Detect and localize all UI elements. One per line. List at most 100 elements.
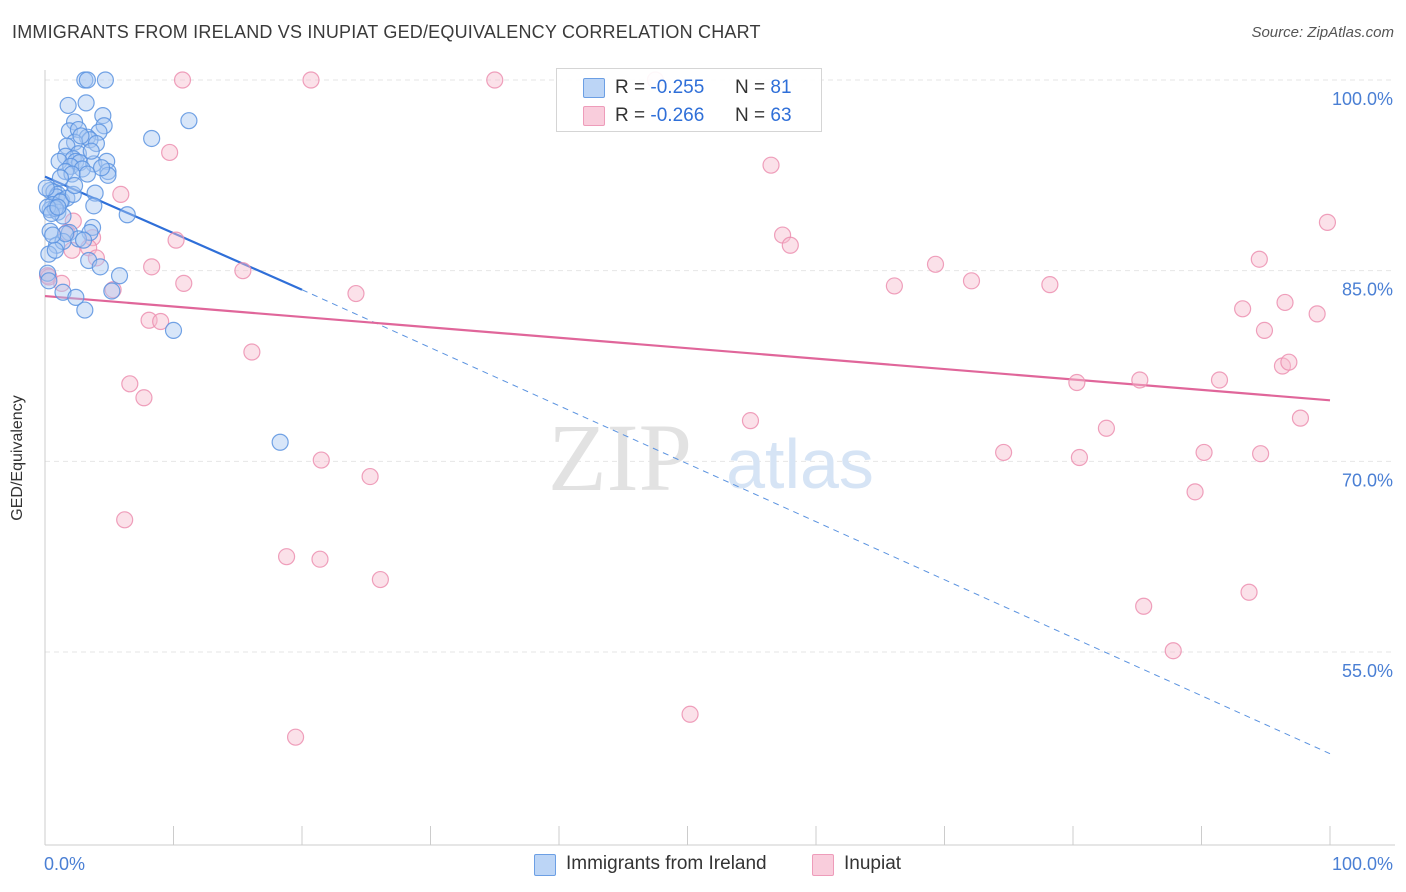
data-point-inupiat [167,231,185,249]
x-tick-label: 100.0% [1332,854,1393,874]
legend-r-label: R = [615,77,646,98]
data-point-inupiat [1234,300,1252,318]
data-point-ireland [78,71,97,89]
data-point-inupiat [234,262,252,280]
data-points [37,71,1337,746]
legend-swatch-ireland [583,78,605,98]
data-point-inupiat [1252,445,1270,463]
data-point-ireland [143,129,161,148]
data-point-inupiat [302,71,320,89]
data-point-inupiat [1308,305,1326,323]
legend-swatch-inupiat [583,106,605,126]
data-point-ireland [56,225,75,243]
data-point-ireland [103,282,121,300]
data-point-ireland [37,179,55,197]
legend-swatch-ireland [534,854,556,876]
data-point-ireland [77,94,95,112]
data-point-ireland [40,272,58,290]
data-point-inupiat [1131,371,1149,389]
data-point-inupiat [486,71,504,89]
data-point-inupiat [962,272,981,290]
data-point-ireland [78,128,97,146]
legend-swatch-inupiat [812,854,834,876]
legend-n-label: N = [735,105,766,126]
data-point-inupiat [1210,371,1229,389]
data-point-inupiat [161,143,179,162]
data-point-inupiat [277,548,296,566]
data-point-ireland [110,267,129,285]
data-point-ireland [86,184,104,202]
data-point-inupiat [135,389,153,407]
data-point-ireland [73,160,91,178]
data-point-inupiat [1240,583,1258,601]
data-point-inupiat [121,375,139,393]
x-tick-label: 0.0% [44,854,85,874]
watermark: ZIP atlas [548,404,874,511]
data-point-inupiat [741,412,760,430]
data-point-inupiat [681,705,699,723]
chart-title: IMMIGRANTS FROM IRELAND VS INUPIAT GED/E… [12,22,761,42]
legend-n-label: N = [735,77,766,98]
data-point-ireland [180,112,198,130]
trend-line-inupiat [44,294,1331,402]
data-point-inupiat [143,258,161,276]
data-point-inupiat [1068,373,1086,392]
y-tick-label: 100.0% [1332,89,1393,109]
data-point-ireland [82,142,100,160]
data-point-inupiat [116,511,134,529]
y-tick-label: 70.0% [1342,470,1393,490]
source-label: Source: ZipAtlas.com [1251,24,1394,41]
data-point-inupiat [243,343,261,361]
data-point-ireland [49,198,67,216]
data-point-inupiat [152,312,170,331]
data-point-inupiat [1280,353,1298,371]
y-tick-label: 55.0% [1342,661,1393,681]
data-point-inupiat [1291,409,1310,427]
data-point-ireland [67,288,85,306]
data-point-inupiat [286,728,305,746]
data-point-inupiat [312,451,330,469]
data-point-inupiat [1186,483,1204,501]
data-point-inupiat [995,443,1013,462]
correlation-legend: R = -0.255 N = 81 R = -0.266 N = 63 [556,68,822,132]
data-point-inupiat [1195,443,1213,462]
data-point-inupiat [53,274,71,292]
data-point-ireland [85,197,103,215]
y-tick-label: 85.0% [1342,280,1393,300]
data-point-ireland [42,204,61,223]
data-point-ireland [72,127,90,145]
trend-line-ireland-extension [301,289,1331,755]
data-point-inupiat [885,277,903,295]
data-point-inupiat [1135,597,1153,615]
legend-r-value: -0.266 [650,105,705,126]
data-point-inupiat [1255,321,1274,340]
data-point-ireland [96,71,114,89]
data-point-ireland [118,206,136,224]
data-point-ireland [74,231,93,249]
data-point-ireland [46,241,64,259]
data-point-inupiat [347,284,365,303]
watermark-zip: ZIP [548,404,692,511]
legend-r-label: R = [615,105,646,126]
axes [44,70,1395,846]
data-point-ireland [59,96,77,115]
data-point-inupiat [1097,419,1116,437]
series-legend: Immigrants from Ireland Inupiat [0,852,1406,878]
data-point-inupiat [112,185,130,203]
legend-n-value: 63 [770,105,792,126]
data-point-ireland [44,226,62,244]
watermark-atlas: atlas [726,425,874,503]
data-point-inupiat [173,71,192,89]
data-point-inupiat [762,156,780,174]
data-point-inupiat [1250,250,1268,268]
series-legend-label: Inupiat [844,853,902,874]
data-point-inupiat [926,255,945,273]
data-point-ireland [91,258,109,276]
series-legend-label: Immigrants from Ireland [566,853,767,874]
data-point-inupiat [1276,293,1294,312]
data-point-inupiat [1041,276,1059,294]
legend-row-ireland: R = -0.255 N = 81 [557,73,821,101]
data-point-ireland [65,176,84,195]
legend-r-value: -0.255 [650,77,705,98]
data-point-ireland [92,159,111,177]
